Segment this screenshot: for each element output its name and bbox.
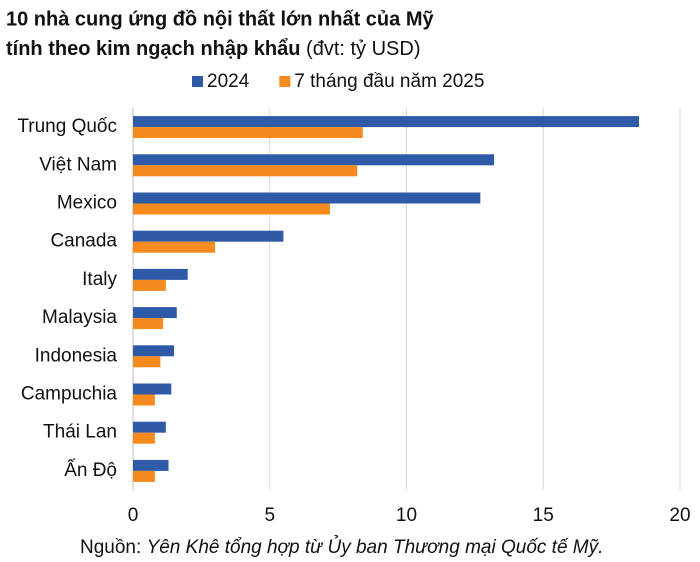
legend-swatch bbox=[279, 76, 291, 87]
y-tick-label: Mexico bbox=[57, 193, 117, 214]
y-tick-label: Trung Quốc bbox=[17, 116, 117, 137]
source-text: Yên Khê tổng hợp từ Ủy ban Thương mại Qu… bbox=[147, 536, 604, 558]
x-tick-label: 10 bbox=[396, 505, 417, 526]
y-tick-label: Ấn Độ bbox=[64, 459, 117, 481]
bar bbox=[133, 268, 188, 280]
bar bbox=[133, 421, 166, 433]
bar bbox=[133, 241, 216, 253]
bar bbox=[133, 383, 172, 395]
bar bbox=[133, 470, 155, 482]
chart-subtitle: (đvt: tỷ USD) bbox=[306, 38, 420, 60]
bar bbox=[133, 432, 155, 444]
y-tick-label: Thái Lan bbox=[43, 422, 117, 443]
x-tick-label: 0 bbox=[128, 505, 139, 526]
legend-label: 7 tháng đầu năm 2025 bbox=[294, 71, 484, 92]
source-label: Nguồn: bbox=[80, 537, 141, 558]
bar bbox=[133, 279, 166, 291]
legend-label: 2024 bbox=[207, 71, 250, 92]
y-tick-label: Việt Nam bbox=[39, 154, 117, 175]
bar bbox=[133, 356, 161, 368]
bar bbox=[133, 203, 330, 215]
bar bbox=[133, 154, 495, 166]
legend-swatch bbox=[192, 76, 203, 87]
bar bbox=[133, 307, 177, 319]
bar bbox=[133, 394, 155, 406]
chart-title: tính theo kim ngạch nhập khẩu bbox=[6, 38, 300, 60]
y-tick-label: Campuchia bbox=[21, 384, 118, 405]
x-tick-label: 15 bbox=[533, 505, 554, 526]
source: Nguồn: Yên Khê tổng hợp từ Ủy ban Thương… bbox=[80, 536, 603, 558]
bar bbox=[133, 345, 175, 357]
bar bbox=[133, 116, 639, 128]
x-tick-label: 20 bbox=[669, 505, 690, 526]
bar bbox=[133, 127, 363, 139]
y-tick-label: Canada bbox=[50, 231, 117, 252]
y-tick-label: Italy bbox=[82, 269, 117, 290]
bar bbox=[133, 230, 284, 242]
x-tick-label: 5 bbox=[264, 505, 275, 526]
chart-title: tính theo kim ngạch nhập khẩu (đvt: tỷ U… bbox=[6, 38, 420, 60]
bar bbox=[133, 318, 164, 330]
bar bbox=[133, 459, 169, 471]
chart-title: 10 nhà cung ứng đồ nội thất lớn nhất của… bbox=[6, 8, 434, 30]
y-tick-label: Malaysia bbox=[42, 307, 117, 328]
y-tick-label: Indonesia bbox=[35, 345, 118, 366]
bar bbox=[133, 192, 481, 204]
bar bbox=[133, 165, 358, 177]
